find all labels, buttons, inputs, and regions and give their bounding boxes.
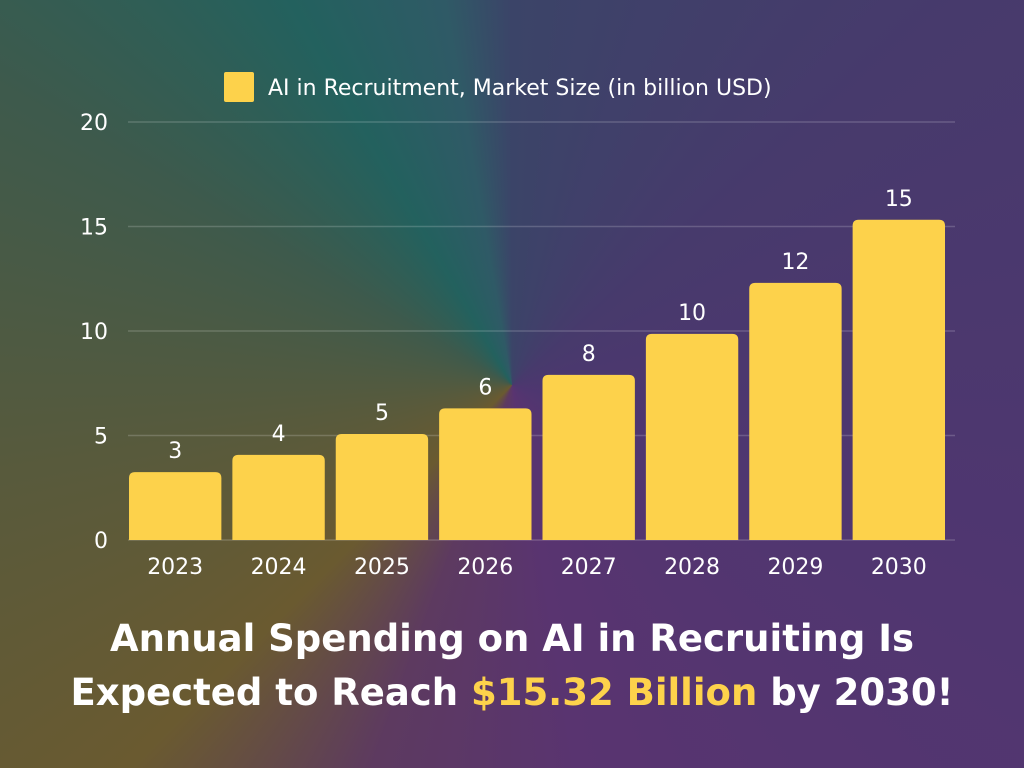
headline-line-1: Annual Spending on AI in Recruiting Is xyxy=(109,617,915,660)
y-tick-label: 10 xyxy=(80,320,108,345)
headline-line-2: Expected to Reach $15.32 Billion by 2030… xyxy=(0,666,1024,720)
data-label: 10 xyxy=(678,301,706,326)
bar-2030 xyxy=(852,219,945,540)
y-tick-label: 15 xyxy=(80,216,108,241)
bar-2026 xyxy=(439,408,532,540)
x-tick-label: 2024 xyxy=(251,555,307,580)
y-tick-label: 5 xyxy=(94,425,108,450)
data-label: 12 xyxy=(781,250,809,275)
data-label: 8 xyxy=(582,342,596,367)
bar-2023 xyxy=(129,472,222,540)
bar-2024 xyxy=(232,454,325,540)
bar-2025 xyxy=(335,434,429,540)
x-tick-label: 2026 xyxy=(457,555,513,580)
x-tick-label: 2029 xyxy=(767,555,823,580)
y-tick-label: 0 xyxy=(94,529,108,554)
bar-2028 xyxy=(645,333,739,540)
x-tick-label: 2028 xyxy=(664,555,720,580)
legend-swatch xyxy=(224,72,254,102)
bar-chart: 0 5 10 15 20 3 2023 4 2024 5 2025 6 2026 8 2027 10 2028 1… xyxy=(80,72,945,580)
x-tick-label: 2030 xyxy=(871,555,927,580)
x-tick-label: 2027 xyxy=(561,555,617,580)
bar-2027 xyxy=(542,374,635,540)
headline: Annual Spending on AI in Recruiting Is E… xyxy=(0,612,1024,720)
data-label: 5 xyxy=(375,401,389,426)
y-tick-label: 20 xyxy=(80,111,108,136)
data-label: 4 xyxy=(272,422,286,447)
headline-highlight: $15.32 Billion xyxy=(470,671,758,714)
data-label: 15 xyxy=(885,187,913,212)
x-tick-label: 2025 xyxy=(354,555,410,580)
data-label: 6 xyxy=(478,375,492,400)
headline-suffix: by 2030! xyxy=(757,671,954,714)
legend-label: AI in Recruitment, Market Size (in billi… xyxy=(268,76,772,101)
headline-prefix: Expected to Reach xyxy=(70,671,471,714)
data-label: 3 xyxy=(168,439,182,464)
x-tick-label: 2023 xyxy=(147,555,203,580)
bar-2029 xyxy=(749,282,842,540)
